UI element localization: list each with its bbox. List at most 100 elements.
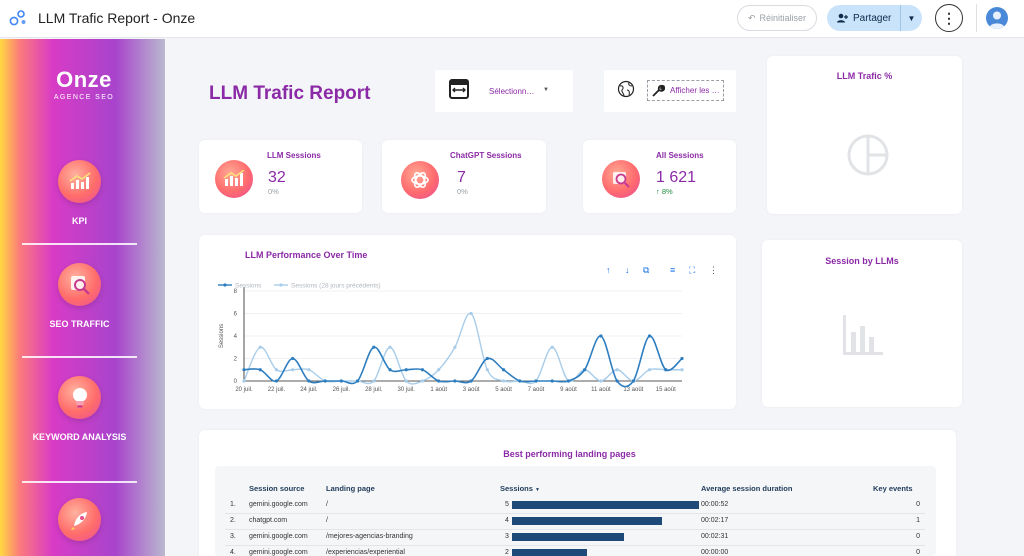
data-point bbox=[242, 379, 246, 383]
data-point bbox=[631, 379, 635, 383]
kpi-delta: 0% bbox=[457, 187, 468, 196]
share-dropdown-icon[interactable]: ▼ bbox=[907, 13, 916, 23]
column-header-source[interactable]: Session source bbox=[249, 484, 305, 493]
column-header-duration[interactable]: Average session duration bbox=[701, 484, 793, 493]
globe-icon bbox=[617, 80, 635, 98]
rocket-icon bbox=[58, 498, 101, 541]
fullscreen-icon[interactable]: ⛶ bbox=[689, 265, 696, 275]
x-tick-label: 30 juil. bbox=[398, 387, 416, 393]
sort-desc-icon: ▼ bbox=[535, 487, 540, 493]
sidebar-item-seo-traffic[interactable]: SEO TRAFFIC bbox=[22, 263, 137, 330]
share-main-button[interactable]: Partager bbox=[827, 13, 900, 24]
x-tick-label: 11 août bbox=[591, 387, 611, 393]
sidebar-item-label: KPI bbox=[71, 216, 87, 226]
kpi-delta-value: 8% bbox=[661, 187, 673, 196]
data-point bbox=[647, 334, 652, 338]
reset-label: Réinitialiser bbox=[759, 13, 807, 23]
lightbulb-icon bbox=[58, 376, 101, 419]
kpi-card-chatgpt-sessions: ChatGPT Sessions 7 0% bbox=[382, 140, 546, 213]
x-tick-label: 3 août bbox=[463, 387, 480, 393]
card-title: Session by LLMs bbox=[825, 256, 899, 266]
pie-chart-icon bbox=[847, 134, 889, 176]
export-icon[interactable]: ⧉ bbox=[643, 265, 650, 275]
sidebar-item-kpi[interactable]: KPI bbox=[22, 160, 137, 227]
series-line bbox=[243, 335, 683, 388]
data-point bbox=[274, 368, 279, 372]
card-title: LLM Trafic % bbox=[836, 71, 893, 81]
data-point bbox=[664, 368, 668, 372]
data-point bbox=[469, 379, 473, 383]
data-point bbox=[355, 379, 360, 383]
y-tick-label: 6 bbox=[234, 312, 238, 318]
table-row[interactable]: 3. gemini.google.com/mejores-agencias-bra… bbox=[225, 530, 925, 546]
llm-performance-card: LLM Performance Over Time bbox=[199, 235, 736, 409]
chevron-down-icon[interactable]: ▼ bbox=[543, 87, 549, 93]
data-point bbox=[307, 379, 311, 383]
bar-chart-icon bbox=[843, 315, 883, 355]
row-rank: 2. bbox=[230, 517, 236, 524]
data-point bbox=[550, 345, 554, 349]
data-point bbox=[291, 368, 295, 372]
chart-more-icon[interactable]: ⋮ bbox=[709, 265, 718, 275]
sidebar-divider bbox=[22, 243, 137, 245]
data-point bbox=[388, 345, 392, 349]
cell-source: gemini.google.com bbox=[249, 501, 308, 508]
table-row[interactable]: 4. gemini.google.com/experiencias/experie… bbox=[225, 546, 925, 556]
date-range-control[interactable] bbox=[435, 70, 573, 112]
column-header-key-events[interactable]: Key events bbox=[873, 484, 913, 493]
filter-icon[interactable]: ≡ bbox=[670, 265, 676, 275]
logo-tagline: AGENCE SEO bbox=[53, 94, 115, 101]
cell-key-events: 0 bbox=[916, 549, 920, 556]
table-row[interactable]: 2. chatgpt.com / 4 00:02:17 1 bbox=[225, 514, 925, 530]
data-point bbox=[453, 379, 457, 383]
share-button[interactable]: Partager ▼ bbox=[827, 5, 922, 31]
sort-ascending-icon[interactable]: ↑ bbox=[606, 265, 611, 275]
app-title: LLM Trafic Report - Onze bbox=[38, 10, 196, 26]
more-options-icon[interactable]: ⋮ bbox=[935, 4, 963, 32]
data-point bbox=[323, 379, 327, 383]
cell-landing: /experiencias/experiential bbox=[326, 549, 405, 556]
sidebar-item-keyword-analysis[interactable]: KEYWORD ANALYSIS bbox=[22, 376, 137, 443]
data-point bbox=[437, 368, 441, 372]
data-point bbox=[680, 368, 684, 372]
wrench-icon bbox=[652, 84, 665, 97]
cell-sessions: 4 bbox=[505, 517, 509, 524]
kpi-value: 32 bbox=[268, 169, 286, 186]
sort-descending-icon[interactable]: ↓ bbox=[625, 265, 630, 275]
data-point bbox=[307, 368, 311, 372]
column-header-sessions[interactable]: Sessions ▼ bbox=[500, 484, 540, 493]
data-point bbox=[453, 345, 457, 349]
landing-pages-table: Session source Landing page Sessions ▼ A… bbox=[215, 466, 936, 556]
filter-control[interactable] bbox=[604, 70, 736, 112]
y-tick-label: 4 bbox=[234, 334, 238, 340]
row-rank: 3. bbox=[230, 533, 236, 540]
data-point bbox=[615, 379, 619, 383]
kpi-value: 1 621 bbox=[656, 169, 697, 186]
avatar[interactable] bbox=[986, 7, 1008, 29]
search-chart-icon bbox=[602, 160, 640, 198]
sessions-bar bbox=[512, 533, 625, 541]
calendar-icon bbox=[449, 79, 469, 99]
sidebar-item-rocket[interactable] bbox=[22, 498, 137, 541]
x-tick-label: 20 juil. bbox=[235, 387, 253, 393]
undo-icon: ↶ bbox=[747, 12, 756, 23]
report-title: LLM Trafic Report bbox=[209, 83, 371, 104]
share-divider bbox=[900, 5, 901, 31]
show-filter-button[interactable]: Afficher les … bbox=[647, 80, 724, 101]
kpi-card-llm-sessions: LLM Sessions 32 0% bbox=[199, 140, 362, 213]
table-row[interactable]: 1. gemini.google.com / 5 00:00:52 0 bbox=[225, 498, 925, 514]
legend-marker bbox=[223, 283, 227, 287]
data-point bbox=[485, 356, 489, 361]
reset-button[interactable]: ↶ Réinitialiser bbox=[737, 5, 817, 31]
data-point bbox=[258, 368, 262, 372]
cell-landing: /mejores-agencias-branding bbox=[326, 533, 413, 540]
sidebar-divider bbox=[22, 356, 137, 358]
data-point bbox=[242, 368, 246, 372]
date-range-select[interactable]: Sélectionn… bbox=[489, 87, 535, 96]
column-header-landing[interactable]: Landing page bbox=[326, 484, 375, 493]
onze-logo: Onze AGENCE SEO bbox=[44, 67, 124, 101]
sidebar: Onze AGENCE SEO KPI SEO TRAFFIC bbox=[0, 39, 165, 556]
x-tick-label: 13 août bbox=[623, 387, 643, 393]
data-point bbox=[599, 334, 603, 338]
data-point bbox=[372, 345, 376, 349]
